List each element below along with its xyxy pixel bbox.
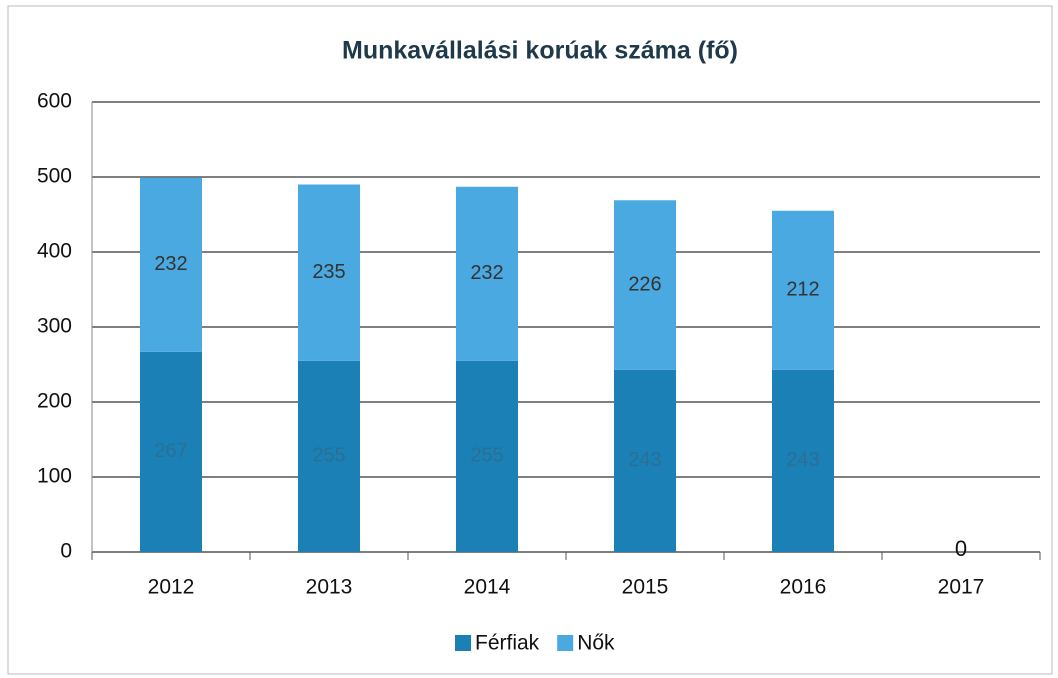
y-tick-label: 500 [37, 165, 72, 188]
bar-segment [456, 186, 518, 361]
data-label: 226 [628, 273, 661, 295]
bar-segment [772, 369, 834, 552]
x-tick-label: 2012 [148, 576, 195, 599]
data-label: 232 [470, 262, 503, 284]
legend-label: Nők [577, 632, 615, 655]
y-tick-label: 600 [37, 90, 72, 113]
chart-title: Munkavállalási korúak száma (fő) [342, 37, 738, 65]
data-label: 255 [312, 445, 345, 467]
data-label: 243 [786, 449, 819, 471]
y-tick-label: 300 [37, 315, 72, 338]
legend-swatch [455, 635, 471, 651]
x-tick-label: 2015 [622, 576, 669, 599]
legend-label: Férfiak [475, 632, 540, 655]
y-tick-label: 0 [60, 540, 72, 563]
data-label: 243 [628, 449, 661, 471]
data-label: 0 [955, 536, 967, 561]
x-tick-label: 2013 [306, 576, 353, 599]
bar-segment [140, 351, 202, 552]
data-label: 212 [786, 279, 819, 301]
legend-swatch [557, 635, 574, 651]
data-label: 255 [470, 445, 503, 467]
y-tick-label: 200 [37, 390, 72, 413]
bar-segment [614, 200, 676, 370]
bar-segment [298, 360, 360, 552]
bar-segment [140, 177, 202, 352]
x-tick-label: 2016 [780, 576, 827, 599]
data-label: 267 [154, 440, 187, 462]
x-tick-label: 2017 [938, 576, 985, 599]
x-tick-label: 2014 [464, 576, 511, 599]
bar-segment [772, 210, 834, 370]
y-tick-label: 400 [37, 240, 72, 263]
bar-segment [456, 360, 518, 552]
y-tick-label: 100 [37, 465, 72, 488]
bar-segment [298, 184, 360, 361]
bar-segment [614, 369, 676, 552]
data-label: 235 [312, 261, 345, 283]
data-label: 232 [154, 253, 187, 275]
